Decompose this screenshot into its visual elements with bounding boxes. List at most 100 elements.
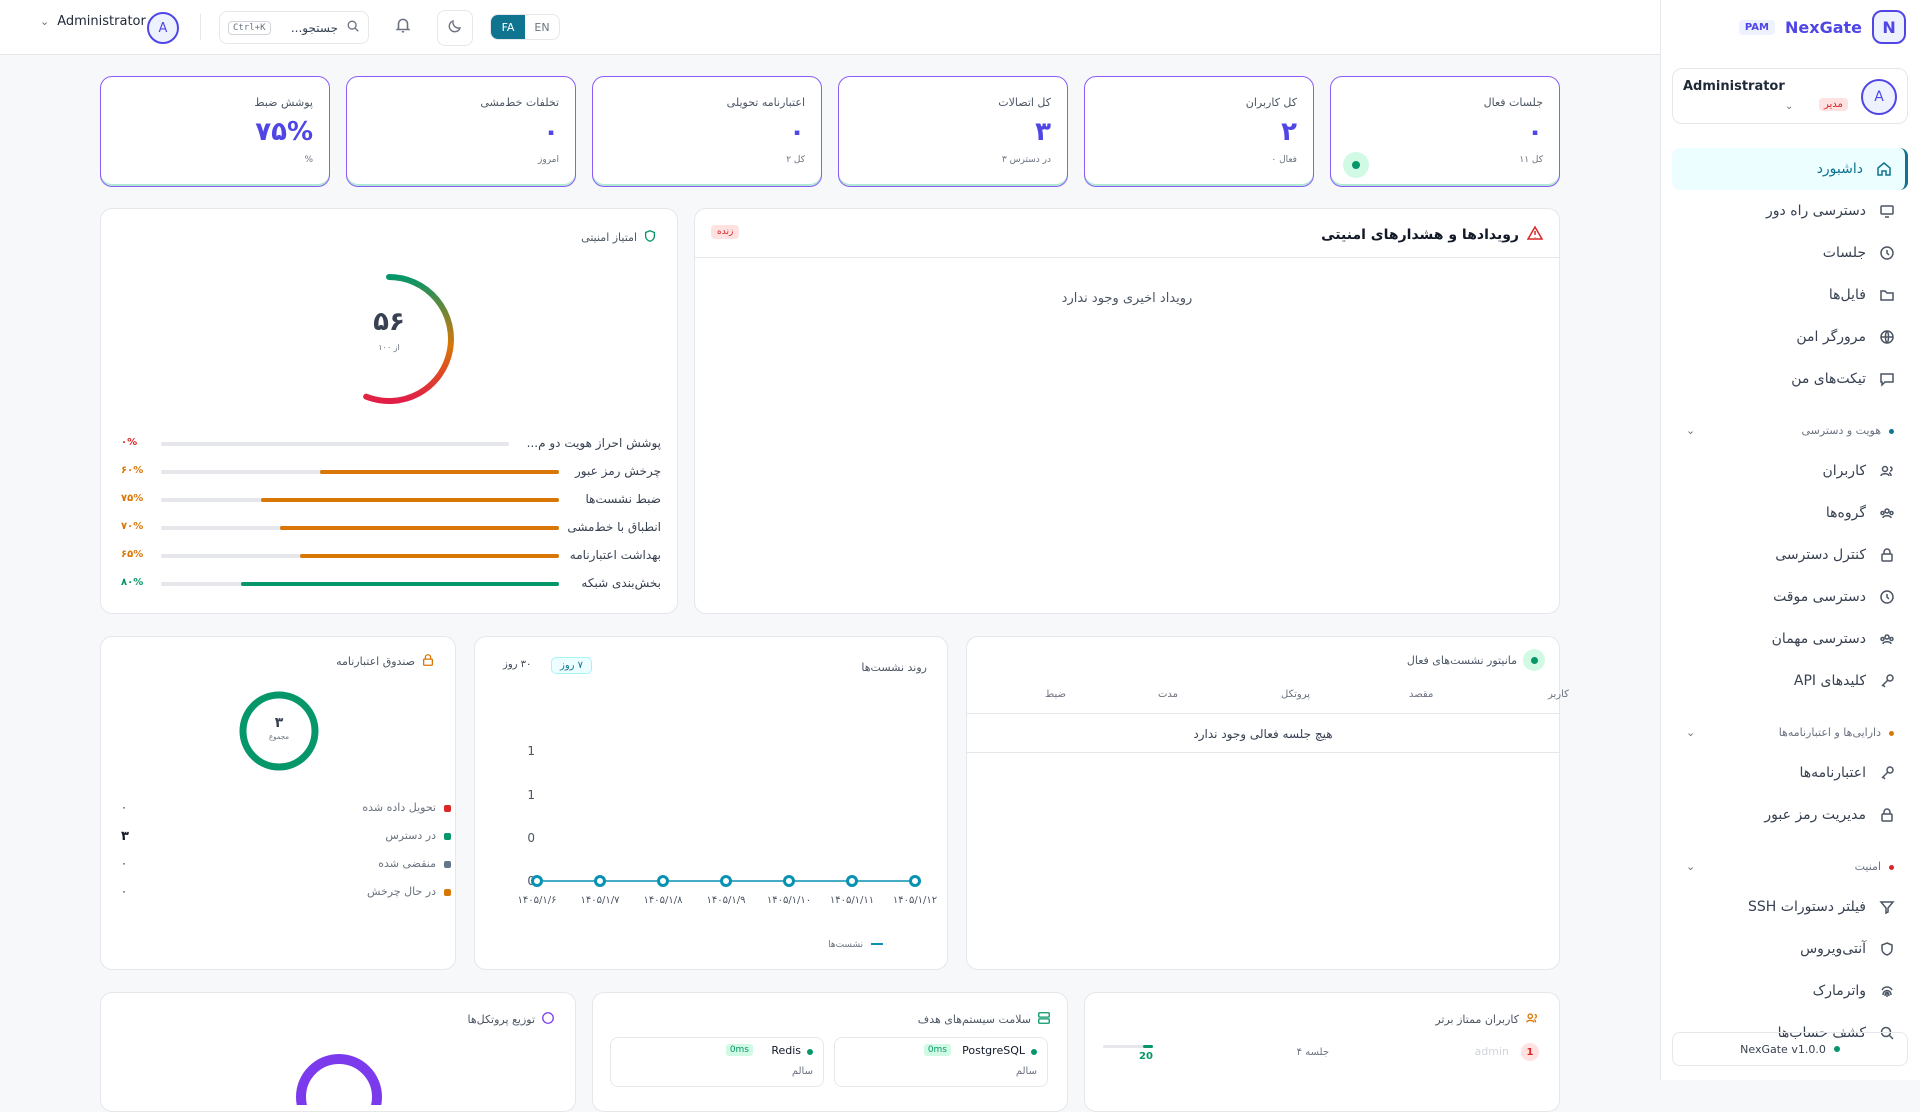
sidebar-item-my-tickets[interactable]: تیکت‌های من xyxy=(1672,358,1908,400)
user-menu[interactable]: ⌄ Administrator xyxy=(40,14,146,29)
brand-name: NexGate xyxy=(1785,17,1862,37)
y-tick-label: 0 xyxy=(527,831,535,845)
top-users-title: کاربران ممتاز برتر xyxy=(1435,1013,1519,1026)
group-icon xyxy=(1878,630,1896,648)
sidebar-item-remote-access[interactable]: دسترسی راه دور xyxy=(1672,190,1908,232)
version-text: NexGate v1.0.0 xyxy=(1740,1042,1826,1056)
stat-sub: % xyxy=(304,155,313,165)
legend-count: ۰ xyxy=(121,885,127,898)
score-bar-row: ضبط نشست‌ها ۷۵% xyxy=(121,489,661,511)
y-tick-label: 1 xyxy=(527,744,535,758)
sidebar-item-label: مرورگر امن xyxy=(1796,329,1866,345)
sidebar-item-guest-access[interactable]: دسترسی مهمان xyxy=(1672,618,1908,660)
stat-sub: ۳ در دسترس xyxy=(1001,155,1051,165)
nav-group-label: امنیت xyxy=(1854,859,1881,873)
nav-group-assets[interactable]: دارایی‌ها و اعتبارنامه‌ها ⌄ xyxy=(1672,702,1908,752)
sidebar-item-label: کشف حساب‌ها xyxy=(1777,1025,1866,1041)
x-tick-label: ۱۴۰۵/۱/۹ xyxy=(707,895,746,906)
legend-swatch xyxy=(444,832,451,840)
sidebar-item-sessions[interactable]: جلسات xyxy=(1672,232,1908,274)
lang-fa-button[interactable]: FA xyxy=(491,15,525,39)
column-header-duration[interactable]: مدت xyxy=(1158,689,1179,700)
vault-title: صندوق اعتبارنامه xyxy=(336,655,415,668)
range-7-button[interactable]: ۷ روز xyxy=(551,657,593,674)
live-indicator xyxy=(1343,152,1369,178)
data-point[interactable] xyxy=(846,875,858,887)
legend-swatch xyxy=(444,888,451,896)
sidebar-item-users[interactable]: کاربران xyxy=(1672,450,1908,492)
bell-icon[interactable] xyxy=(394,16,416,38)
version-badge: NexGate v1.0.0 xyxy=(1672,1032,1908,1066)
score-title: امتیاز امنیتی xyxy=(581,231,637,244)
theme-toggle-button[interactable] xyxy=(437,10,473,46)
sidebar-item-password-mgmt[interactable]: مدیریت رمز عبور xyxy=(1672,794,1908,836)
sidebar-item-credentials[interactable]: اعتبارنامه‌ها xyxy=(1672,752,1908,794)
stat-card-total-users[interactable]: کل کاربران ۲ ۰ فعال xyxy=(1084,76,1314,187)
moon-icon xyxy=(447,18,463,38)
sidebar-item-secure-browser[interactable]: مرورگر امن xyxy=(1672,316,1908,358)
legend-swatch xyxy=(444,804,451,812)
health-item-redis[interactable]: Redis 0ms سالم xyxy=(610,1037,824,1087)
nav-group-identity[interactable]: هویت و دسترسی ⌄ xyxy=(1672,400,1908,450)
lang-en-button[interactable]: EN xyxy=(534,20,550,34)
range-30-button[interactable]: ۳۰ روز xyxy=(503,659,532,670)
sidebar-item-temp-access[interactable]: دسترسی موقت xyxy=(1672,576,1908,618)
sidebar-item-access-control[interactable]: کنترل دسترسی xyxy=(1672,534,1908,576)
legend-label: در دسترس xyxy=(385,829,436,842)
stat-sub: امروز xyxy=(538,155,559,165)
divider xyxy=(695,257,1559,258)
trend-title: روند نشست‌ها xyxy=(861,661,927,674)
sidebar-item-watermark[interactable]: واترمارک xyxy=(1672,970,1908,1012)
data-point[interactable] xyxy=(531,875,543,887)
stat-card-active-sessions[interactable]: جلسات فعال ۰ ۱۱ کل xyxy=(1330,76,1560,187)
pam-badge: PAM xyxy=(1738,19,1775,35)
language-switch[interactable]: FA EN xyxy=(490,14,560,40)
sidebar-item-files[interactable]: فایل‌ها xyxy=(1672,274,1908,316)
rank-badge: 1 xyxy=(1521,1043,1539,1061)
sidebar-item-label: دسترسی مهمان xyxy=(1771,631,1866,647)
health-header: سلامت سیستم‌های هدف xyxy=(918,1011,1051,1028)
chevron-down-icon: ⌄ xyxy=(40,15,50,28)
data-point[interactable] xyxy=(594,875,606,887)
data-point[interactable] xyxy=(720,875,732,887)
search-input[interactable]: جستجو... Ctrl+K xyxy=(219,11,369,44)
security-events-card: رویدادها و هشدارهای امنیتی زنده رویداد ا… xyxy=(694,208,1560,614)
sidebar-item-api-keys[interactable]: کلیدهای API xyxy=(1672,660,1908,702)
chevron-down-icon: ⌄ xyxy=(1686,859,1696,873)
stat-card-total-connections[interactable]: کل اتصالات ۳ ۳ در دسترس xyxy=(838,76,1068,187)
sidebar-item-ssh-filter[interactable]: فیلتر دستورات SSH xyxy=(1672,886,1908,928)
data-point[interactable] xyxy=(783,875,795,887)
brand[interactable]: N NexGate PAM xyxy=(1738,10,1906,44)
top-users-header: کاربران ممتاز برتر xyxy=(1435,1011,1539,1028)
avatar[interactable]: A xyxy=(147,12,179,44)
sidebar-item-label: جلسات xyxy=(1822,245,1866,261)
data-point[interactable] xyxy=(909,875,921,887)
divider xyxy=(967,713,1559,714)
column-header-protocol[interactable]: پروتکل xyxy=(1281,689,1311,700)
security-score-card: امتیاز امنیتی ۵۶ از ۱۰۰ پوشش احراز هویت … xyxy=(100,208,678,614)
sidebar-item-dashboard[interactable]: داشبورد xyxy=(1672,148,1908,190)
sidebar-user-card[interactable]: A Administrator مدیر ⌄ xyxy=(1672,68,1908,124)
lock-icon xyxy=(1878,806,1896,824)
users-icon xyxy=(1878,462,1896,480)
chevron-down-icon[interactable]: ⌄ xyxy=(1785,101,1794,112)
clock-icon xyxy=(1878,244,1896,262)
sidebar-item-groups[interactable]: گروه‌ها xyxy=(1672,492,1908,534)
stat-card-policy-violations[interactable]: تخلفات خط‌مشی ۰ امروز xyxy=(346,76,576,187)
data-point[interactable] xyxy=(657,875,669,887)
score-bar-row: بخش‌بندی شبکه ۸۰% xyxy=(121,573,661,595)
stat-sub: ۰ فعال xyxy=(1271,155,1297,165)
sidebar-item-antivirus[interactable]: آنتی‌ویروس xyxy=(1672,928,1908,970)
nav-group-security[interactable]: امنیت ⌄ xyxy=(1672,836,1908,886)
legend-swatch xyxy=(444,860,451,868)
column-header-destination[interactable]: مقصد xyxy=(1409,689,1434,700)
stat-card-checked-out-credentials[interactable]: اعتبارنامه تحویلی ۰ ۲ کل xyxy=(592,76,822,187)
sidebar-item-label: کاربران xyxy=(1822,463,1866,479)
home-icon xyxy=(1875,160,1893,178)
users-icon xyxy=(1525,1011,1539,1028)
protocols-title: توزیع پروتکل‌ها xyxy=(467,1013,535,1026)
stat-card-recording-coverage[interactable]: پوشش ضبط ۷۵% % xyxy=(100,76,330,187)
column-header-user[interactable]: کاربر xyxy=(1548,689,1569,700)
brand-logo: N xyxy=(1872,10,1906,44)
column-header-recording[interactable]: ضبط xyxy=(1045,689,1067,700)
